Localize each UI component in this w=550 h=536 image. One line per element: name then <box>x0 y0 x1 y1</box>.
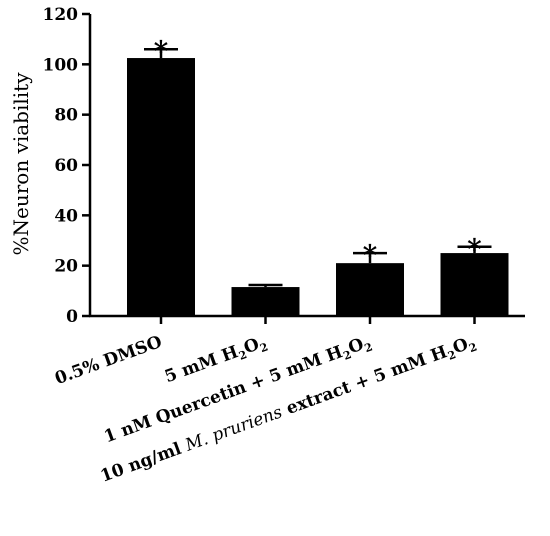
significance-marker: * <box>467 233 482 266</box>
y-tick-label: 120 <box>43 5 79 25</box>
bar <box>127 58 195 317</box>
bar <box>336 263 404 316</box>
x-tick-label: 0.5% DMSO <box>52 332 165 389</box>
bars: * * * <box>127 35 509 317</box>
y-tick-label: 0 <box>66 307 78 327</box>
bar <box>231 287 300 316</box>
y-tick-label: 80 <box>54 106 78 126</box>
significance-marker: * <box>154 35 169 68</box>
y-tick-label: 20 <box>54 257 78 277</box>
significance-marker: * <box>363 239 378 272</box>
bar <box>440 253 509 316</box>
y-axis-label: %Neuron viability <box>9 72 33 256</box>
y-tick-label: 40 <box>54 206 78 226</box>
y-tick-label: 60 <box>54 156 78 176</box>
y-tick-label: 100 <box>43 55 79 75</box>
